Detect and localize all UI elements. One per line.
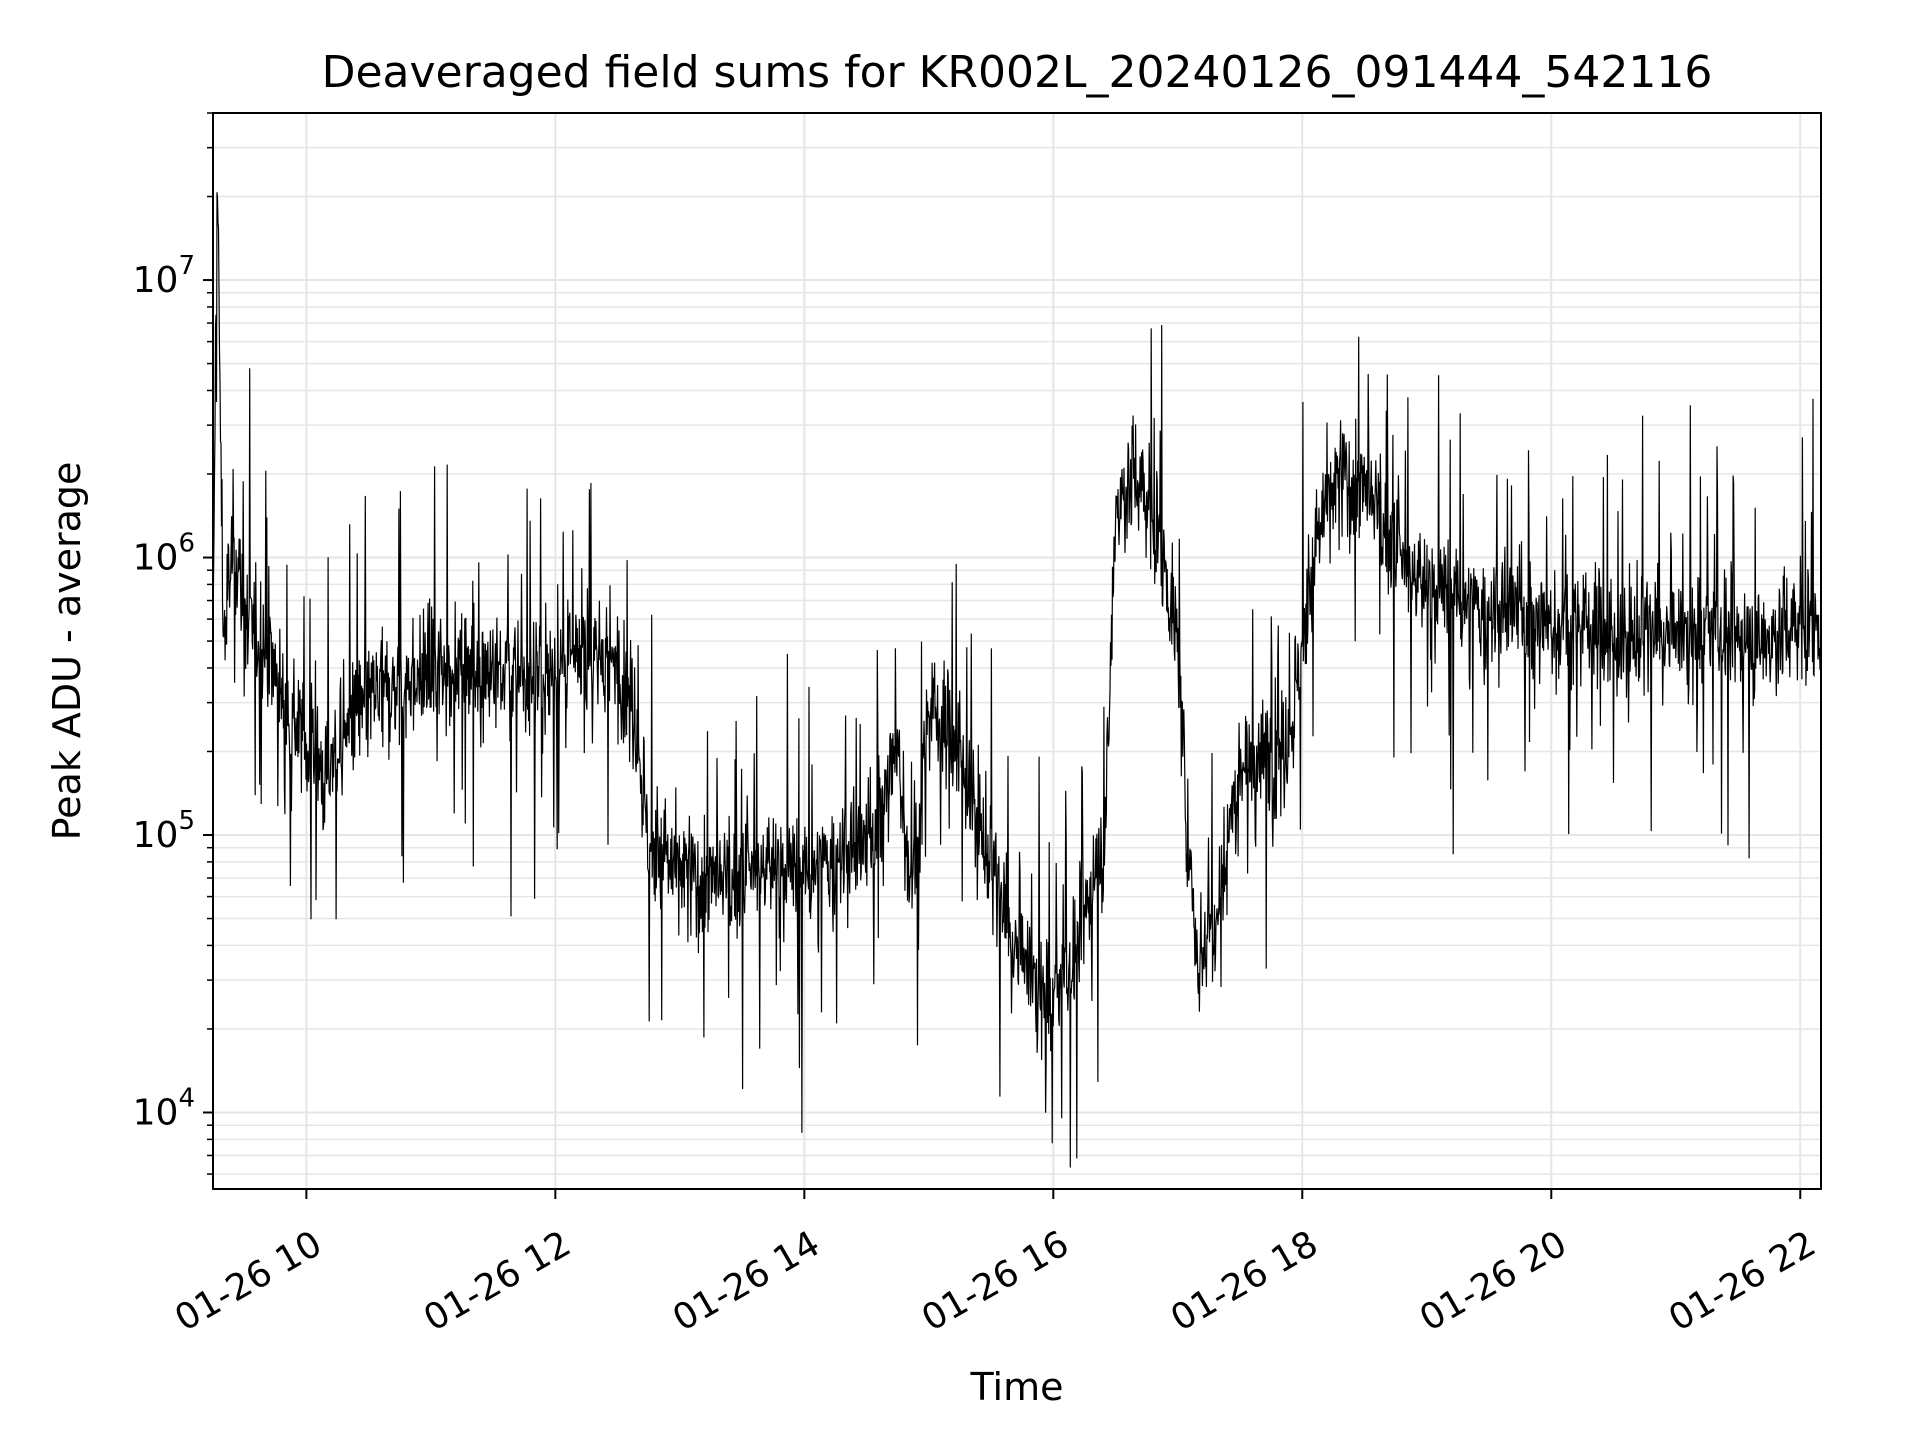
grid bbox=[213, 112, 1821, 1189]
plot-area bbox=[213, 192, 1821, 1168]
x-axis-label: Time bbox=[970, 1365, 1064, 1409]
data-series-line bbox=[213, 192, 1821, 1168]
y-tick-label: 107 bbox=[133, 251, 195, 301]
chart-title: Deaveraged field sums for KR002L_2024012… bbox=[322, 47, 1713, 98]
y-tick-label: 104 bbox=[133, 1083, 195, 1133]
y-axis: 104 105 106 107 bbox=[133, 112, 213, 1175]
y-tick-label: 106 bbox=[133, 529, 195, 579]
y-tick-label: 105 bbox=[133, 806, 195, 856]
y-axis-label: Peak ADU - average bbox=[45, 462, 89, 841]
plot-frame bbox=[212, 112, 1822, 1190]
